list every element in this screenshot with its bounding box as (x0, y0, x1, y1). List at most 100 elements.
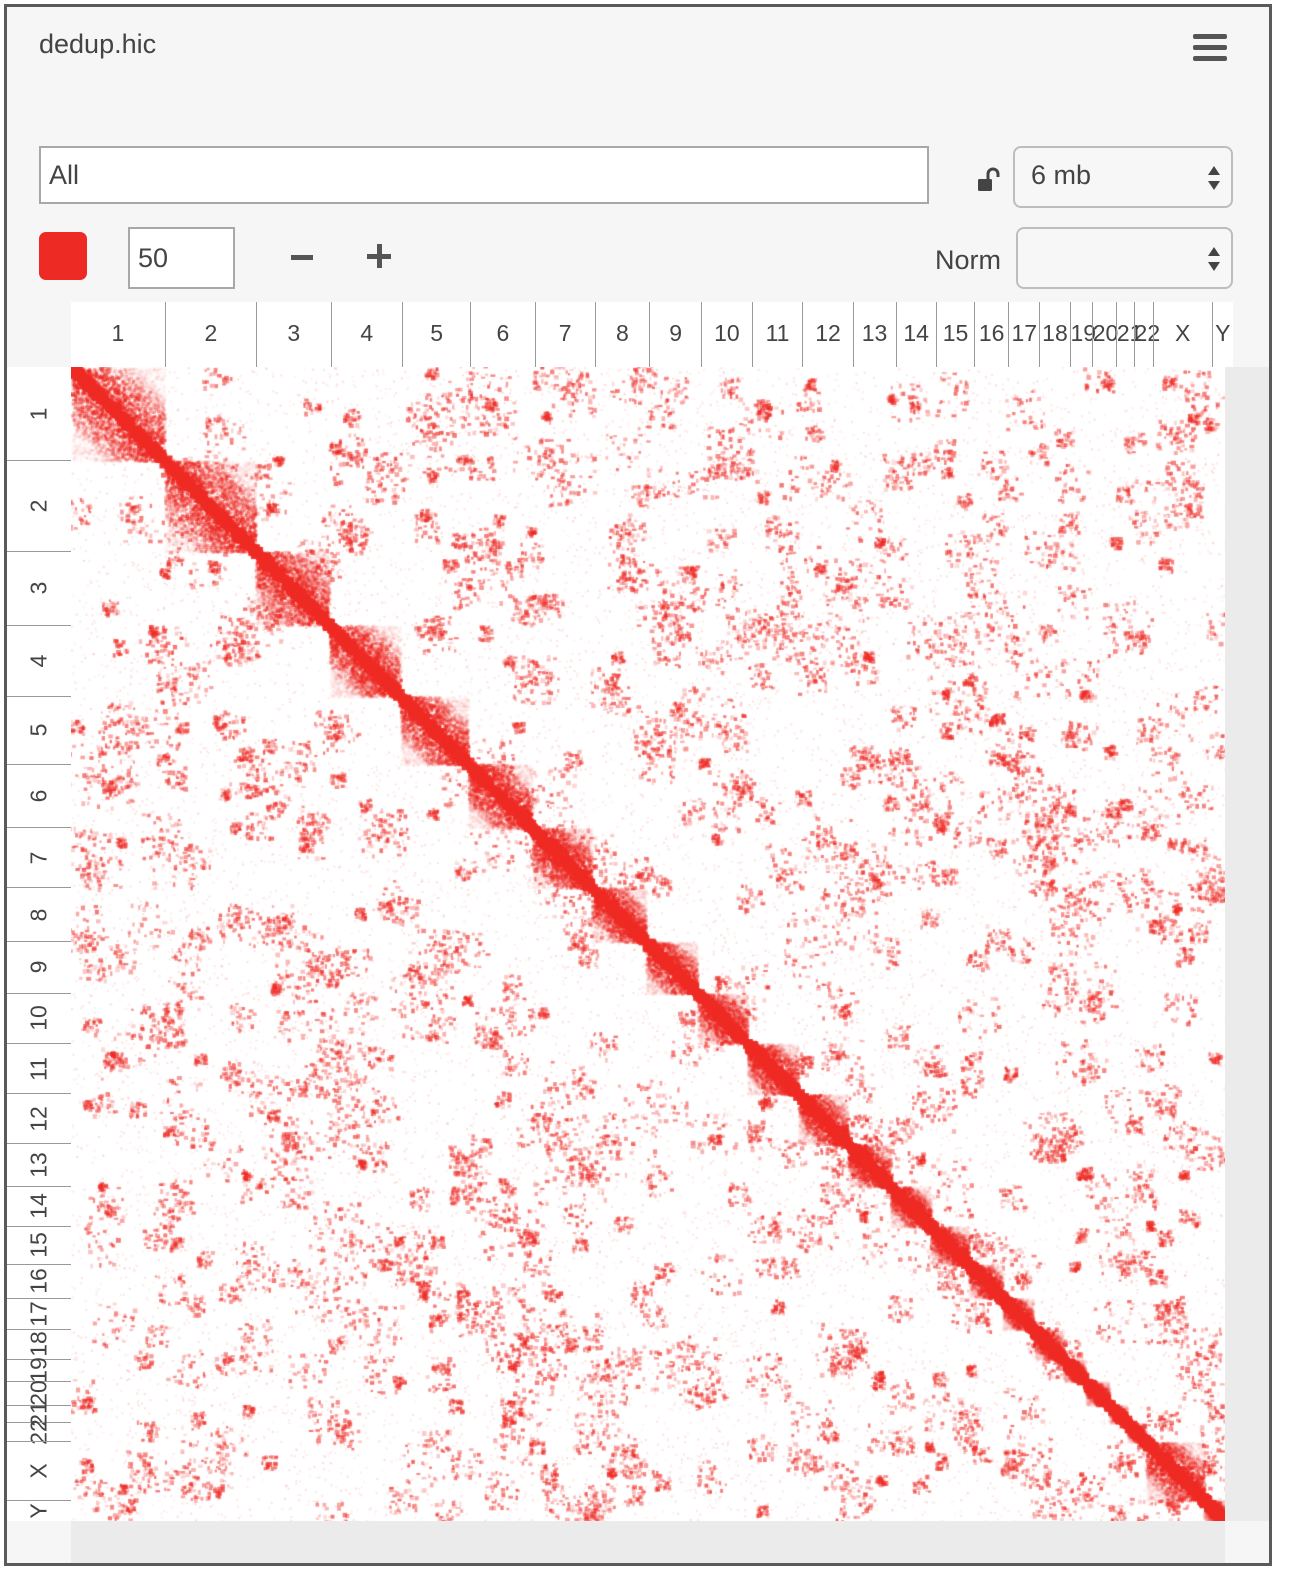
chromosome-label: Y (1215, 320, 1231, 346)
locus-input[interactable] (39, 146, 929, 204)
chromosome-label: 14 (25, 1193, 52, 1220)
chromosome-label: 2 (204, 320, 218, 346)
chromosome-tick-x[interactable]: 17 (1008, 302, 1039, 367)
chromosome-label: 22 (1134, 320, 1161, 346)
chromosome-label: 17 (1011, 320, 1038, 346)
chromosome-tick-x[interactable]: 22 (1133, 302, 1161, 367)
chromosome-label: 20 (1092, 320, 1119, 346)
chromosome-tick-y[interactable]: 19 (7, 1357, 71, 1383)
chromosome-tick-x[interactable]: 3 (255, 302, 331, 367)
chromosome-tick-x[interactable]: 1 (71, 302, 165, 367)
chromosome-tick-y[interactable]: 2 (7, 460, 71, 551)
chromosome-label: 15 (25, 1232, 52, 1259)
chromosome-tick-x[interactable]: 5 (402, 302, 470, 367)
chromosome-label: 13 (861, 320, 888, 346)
chromosome-label: 5 (430, 320, 444, 346)
chromosome-tick-y[interactable]: 15 (7, 1225, 71, 1264)
chromosome-tick-y[interactable]: 11 (7, 1042, 71, 1093)
chromosome-label: 14 (903, 320, 929, 346)
chromosome-tick-x[interactable]: 7 (534, 302, 595, 367)
chromosome-tick-y[interactable]: 5 (7, 695, 71, 764)
chromosome-tick-y[interactable]: Y (7, 1499, 71, 1521)
chromosome-tick-x[interactable]: 12 (802, 302, 852, 367)
chromosome-tick-y[interactable]: 14 (7, 1185, 71, 1226)
chromosome-tick-y[interactable]: 20 (7, 1380, 71, 1406)
chromosome-tick-x[interactable]: 8 (594, 302, 650, 367)
normalization-select[interactable] (1016, 227, 1233, 289)
chromosome-tick-x[interactable]: Y (1211, 302, 1233, 367)
chromosome-label: 18 (1042, 320, 1068, 346)
chromosome-tick-y[interactable]: 22 (7, 1419, 71, 1445)
chromosome-tick-y[interactable]: 18 (7, 1328, 71, 1359)
color-scale-input[interactable] (128, 227, 235, 289)
chromosome-tick-y[interactable]: 21 (7, 1401, 71, 1427)
chromosome-label: X (1174, 320, 1191, 346)
chromosome-tick-y[interactable]: 9 (7, 941, 71, 993)
chromosome-tick-x[interactable]: 13 (852, 302, 896, 367)
chromosome-label: 8 (615, 320, 629, 346)
chromosome-tick-x[interactable]: X (1152, 302, 1212, 367)
resolution-value: 6 mb (1031, 160, 1092, 190)
chromosome-tick-x[interactable]: 4 (330, 302, 403, 367)
chromosome-label: 5 (25, 723, 52, 737)
chromosome-tick-y[interactable]: 10 (7, 992, 71, 1043)
chromosome-label: 11 (765, 320, 790, 346)
chromosome-tick-y[interactable]: 4 (7, 624, 71, 696)
chromosome-tick-x[interactable]: 20 (1091, 302, 1119, 367)
chromosome-label: 1 (111, 320, 125, 346)
chromosome-tick-x[interactable]: 21 (1115, 302, 1142, 367)
chromosome-label: 2 (25, 499, 52, 513)
chromosome-tick-x[interactable]: 18 (1039, 302, 1069, 367)
chromosome-tick-x[interactable]: 14 (895, 302, 936, 367)
select-arrows-icon (1208, 247, 1220, 271)
chromosome-label: 16 (978, 320, 1005, 346)
chromosome-tick-y[interactable]: 16 (7, 1264, 71, 1298)
chromosome-tick-y[interactable]: 3 (7, 550, 71, 625)
chromosome-label: 3 (25, 581, 52, 595)
resolution-select[interactable]: 6 mb (1013, 146, 1233, 208)
chromosome-ruler-y[interactable]: 1 2 3 4 5 6 7 8 9 10 11 12 13 14 15 16 17 18 19 20 21 22 X Y (7, 367, 71, 1521)
chromosome-tick-y[interactable]: 17 (7, 1297, 71, 1329)
chromosome-label: 10 (25, 1005, 52, 1032)
chromosome-label: 16 (25, 1268, 52, 1295)
chromosome-tick-y[interactable]: 13 (7, 1143, 71, 1186)
chromosome-tick-x[interactable]: 9 (649, 302, 701, 367)
chromosome-label: 17 (25, 1300, 52, 1327)
dataset-title: dedup.hic (39, 29, 157, 59)
chromosome-tick-x[interactable]: 19 (1069, 302, 1097, 367)
chromosome-tick-x[interactable]: 16 (974, 302, 1008, 367)
hamburger-menu-icon[interactable] (1193, 34, 1227, 64)
chromosome-label: 18 (25, 1331, 52, 1357)
contact-map[interactable] (71, 367, 1225, 1521)
chromosome-label: 9 (669, 320, 683, 346)
chromosome-ruler-x[interactable]: 1 2 3 4 5 6 7 8 9 10 11 12 13 14 15 16 17 18 19 20 21 22 X Y (71, 302, 1233, 367)
chromosome-label: 6 (496, 320, 510, 346)
chromosome-tick-y[interactable]: 12 (7, 1093, 71, 1143)
unlocked-padlock-icon[interactable] (976, 167, 1002, 193)
chromosome-tick-x[interactable]: 15 (935, 302, 974, 367)
chromosome-tick-y[interactable]: 6 (7, 763, 71, 828)
chromosome-label: 19 (1070, 320, 1097, 346)
chromosome-tick-y[interactable]: X (7, 1441, 71, 1499)
chromosome-tick-y[interactable]: 8 (7, 886, 71, 941)
chromosome-label: 6 (25, 789, 52, 803)
chromosome-label: 12 (815, 320, 841, 346)
chromosome-label: 8 (25, 908, 52, 921)
chromosome-tick-y[interactable]: 1 (7, 367, 71, 460)
chromosome-tick-x[interactable]: 10 (701, 302, 751, 367)
chromosome-tick-y[interactable]: 7 (7, 827, 71, 886)
chromosome-tick-x[interactable]: 11 (751, 302, 803, 367)
select-arrows-icon (1208, 166, 1220, 190)
chromosome-tick-x[interactable]: 2 (164, 302, 256, 367)
horizontal-scrollbar[interactable] (71, 1521, 1225, 1563)
minus-icon[interactable] (291, 255, 313, 260)
plus-icon[interactable] (367, 244, 391, 268)
color-swatch-button[interactable] (39, 232, 87, 280)
vertical-scrollbar[interactable] (1225, 367, 1269, 1521)
chromosome-label: 12 (25, 1106, 52, 1132)
chromosome-label: 19 (25, 1357, 52, 1383)
chromosome-tick-x[interactable]: 6 (470, 302, 534, 367)
chromosome-label: 9 (25, 961, 52, 974)
chromosome-label: Y (25, 1503, 52, 1519)
chromosome-label: X (25, 1463, 52, 1479)
